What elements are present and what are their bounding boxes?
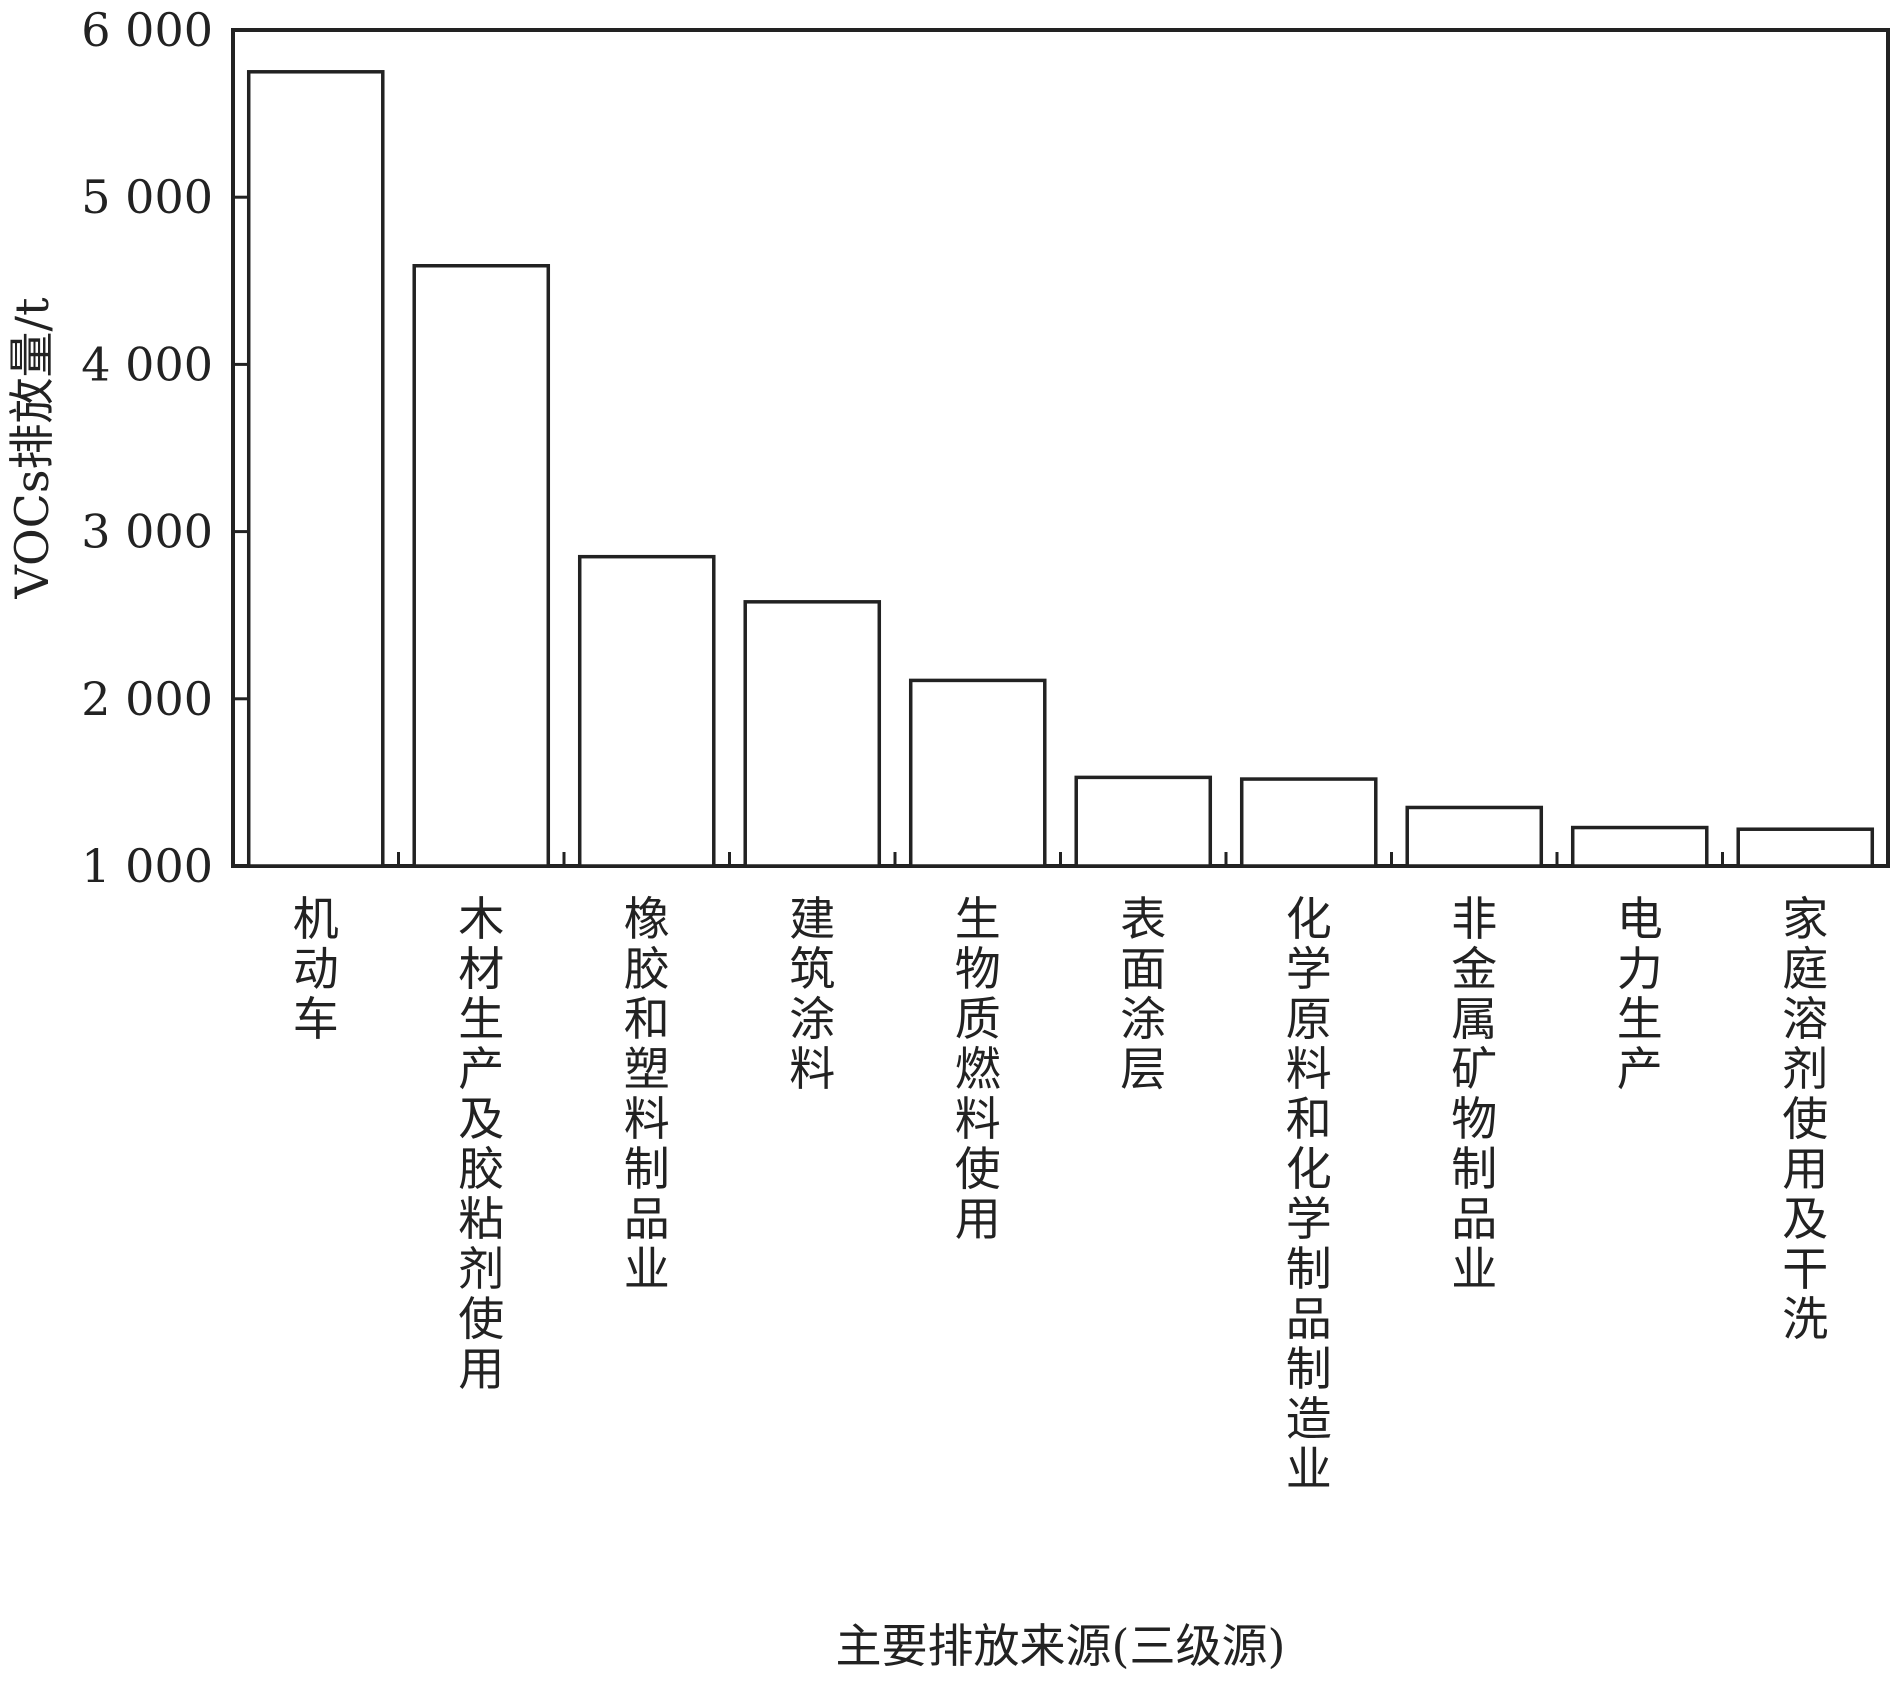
x-axis-title: 主要排放来源(三级源) [836,1619,1286,1673]
y-tick-label: 3 000 [81,505,213,559]
category-label: 家庭溶剂使用及干洗 [1782,892,1828,1346]
y-tick-label: 2 000 [81,672,213,726]
category-label: 生物质燃料使用 [955,892,1001,1246]
category-labels: 机动车 木材生产及胶粘剂使用 橡胶和塑料制品业 建筑涂料 生物质燃料使用 表面涂层 化学原料… [293,892,1829,1496]
bar [412,264,551,868]
bar [743,600,882,868]
category-label: 电力生产 [1617,892,1663,1096]
category-label: 表面涂层 [1120,892,1166,1096]
bar [246,70,385,868]
category-label: 机动车 [293,892,339,1046]
y-tick-label: 5 000 [81,170,213,224]
category-label: 建筑涂料 [789,892,835,1096]
bars [246,70,1875,868]
category-label: 化学原料和化学制品制造业 [1286,892,1332,1496]
y-tick-label: 6 000 [81,3,213,57]
bar [1074,775,1213,868]
category-label: 非金属矿物制品业 [1451,892,1497,1296]
category-label: 木材生产及胶粘剂使用 [458,892,504,1396]
bar [1736,827,1875,868]
bar [1239,777,1378,868]
y-axis-ticks [233,28,247,868]
y-axis-title: VOCs排放量/t [5,297,59,599]
y-tick-label: 4 000 [81,337,213,391]
bar [1570,825,1709,868]
category-label: 橡胶和塑料制品业 [624,892,670,1296]
bar [577,554,716,868]
y-axis-tick-labels: 1 000 2 000 3 000 4 000 5 000 6 000 [81,3,213,893]
x-axis-ticks [397,852,1724,866]
bar [1405,805,1544,868]
y-tick-label: 1 000 [81,839,213,893]
bar [908,678,1047,868]
